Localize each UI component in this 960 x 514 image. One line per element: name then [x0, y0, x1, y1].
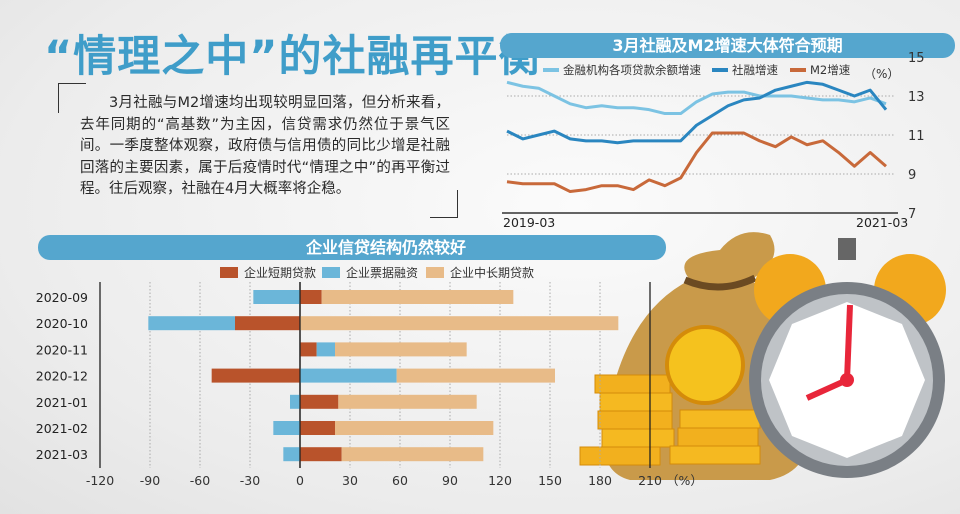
line-chart: 15 13 11 9 7 2019-03 2021-03 （%） 金融机构各项贷款余额增速 社融增…	[502, 51, 925, 230]
bar-1	[253, 290, 300, 304]
category-label: 2020-10	[36, 316, 88, 331]
series-line-1	[506, 80, 888, 145]
x-tick-label: 0	[296, 473, 304, 488]
bar-1	[283, 447, 300, 462]
category-label: 2021-03	[36, 447, 88, 462]
y-tick-label: 15	[908, 51, 925, 66]
bar-0	[211, 368, 300, 383]
y-tick-label: 13	[908, 90, 925, 105]
series-line-2	[506, 131, 887, 194]
bar-1	[290, 394, 300, 409]
bar-1	[148, 316, 235, 331]
legend-swatch	[220, 267, 238, 278]
unit-label: （%）	[864, 67, 899, 81]
legend-label: 企业短期贷款	[244, 265, 316, 280]
bar-2	[300, 316, 619, 331]
bar-1	[300, 368, 397, 383]
x-start-label: 2019-03	[503, 215, 555, 230]
bar-2	[341, 447, 484, 462]
summary-paragraph: 3月社融与M2增速均出现较明显回落，但分析来看，去年同期的“高基数”为主因，信贷…	[80, 95, 450, 197]
x-tick-label: 180	[588, 473, 612, 488]
y-tick-label: 9	[908, 168, 916, 183]
legend-label: 金融机构各项贷款余额增速	[563, 63, 701, 77]
bar-1	[273, 421, 300, 435]
bar-2	[396, 368, 555, 383]
bar-0	[235, 316, 300, 331]
bar-0	[300, 342, 317, 357]
x-tick-label: 150	[538, 473, 562, 488]
bar-2	[335, 342, 467, 357]
bar-chart-title: 企业信贷结构仍然较好	[38, 235, 666, 260]
bar-2	[338, 394, 477, 409]
category-label: 2021-02	[36, 421, 88, 436]
bar-1	[316, 342, 335, 357]
quote-bracket-close	[430, 190, 458, 218]
page-title: “情理之中”的社融再平衡	[44, 32, 543, 82]
category-label: 2020-09	[36, 290, 88, 305]
bar-0	[300, 394, 339, 409]
x-tick-label: -60	[190, 473, 210, 488]
bar-chart: -120 -90 -60 -30 0 30 60 90 120 150 180 210 （%） 企业短期贷…	[36, 265, 703, 488]
x-tick-label: 210	[638, 473, 662, 488]
y-tick-label: 11	[908, 129, 925, 144]
alarm-clock-icon	[749, 238, 946, 478]
x-tick-label: 60	[392, 473, 408, 488]
x-tick-label: -90	[140, 473, 160, 488]
legend-label: 企业票据融资	[346, 265, 418, 280]
x-end-label: 2021-03	[856, 215, 908, 230]
line-chart-title: 3月社融及M2增速大体符合预期	[500, 33, 955, 58]
x-tick-label: -120	[86, 473, 114, 488]
legend-label: M2增速	[810, 63, 851, 77]
x-tick-label: 120	[488, 473, 512, 488]
category-label: 2020-11	[36, 342, 88, 357]
bar-0	[300, 421, 335, 435]
legend-label: 企业中长期贷款	[450, 265, 534, 280]
x-tick-label: 90	[442, 473, 458, 488]
legend-label: 社融增速	[732, 63, 778, 77]
legend-swatch	[322, 267, 340, 278]
bar-2	[321, 290, 514, 304]
quote-bracket-open	[58, 83, 86, 113]
x-tick-label: 30	[342, 473, 358, 488]
bar-0	[300, 290, 322, 304]
bar-2	[335, 421, 494, 435]
legend-swatch	[426, 267, 444, 278]
category-label: 2020-12	[36, 369, 88, 384]
bar-0	[300, 447, 342, 462]
money-clock-illustration	[579, 232, 946, 480]
x-tick-label: -30	[240, 473, 260, 488]
series-line-0	[506, 80, 887, 116]
y-tick-label: 7	[908, 207, 916, 222]
category-label: 2021-01	[36, 395, 88, 410]
unit-label: （%）	[666, 473, 703, 488]
